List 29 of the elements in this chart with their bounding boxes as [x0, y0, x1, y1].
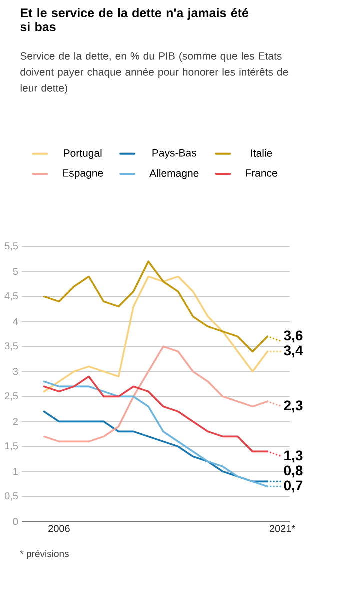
legend-label: Espagne	[62, 170, 104, 179]
legend-label: France	[246, 170, 278, 177]
legend-label: Allemagne	[150, 169, 199, 180]
legend-label: Portugal	[64, 149, 102, 160]
x-tick-label: 2006	[48, 525, 70, 532]
chart-title: Et le service de la dette n'a jamais été si bas	[20, 8, 249, 32]
data-label: 3,6	[284, 330, 303, 343]
text: * prévisions	[20, 550, 69, 560]
data-label: 1,3	[284, 450, 303, 463]
y-tick-label: 4	[13, 318, 18, 326]
y-tick-label: 3	[13, 368, 18, 376]
legend-label: Pays-Bas	[152, 149, 196, 159]
y-tick-label: 1,5	[5, 442, 18, 451]
y-tick-label: 1	[14, 468, 18, 476]
y-tick-label: 3,5	[4, 342, 18, 351]
y-tick-label: 4,5	[4, 292, 18, 301]
data-label: 2,3	[284, 400, 303, 413]
legend-label: Italie	[251, 149, 272, 157]
data-label: 0,8	[284, 466, 303, 478]
data-label: 0,7	[284, 480, 303, 493]
y-tick-label: 2,5	[5, 392, 18, 401]
y-tick-label: 5,5	[4, 242, 18, 251]
data-label: 3,4	[284, 346, 304, 358]
chart-subtitle: Service de la dette, en % du PIB (somme que les Etats doivent payer chaque année pour honorer les intérêts de leur dette)	[20, 52, 288, 94]
x-tick-label: 2021*	[270, 525, 296, 532]
y-tick-label: 0	[13, 518, 18, 526]
y-tick-label: 5	[13, 268, 18, 276]
y-tick-label: 2	[13, 418, 18, 426]
y-tick-label: 0,5	[4, 492, 18, 501]
